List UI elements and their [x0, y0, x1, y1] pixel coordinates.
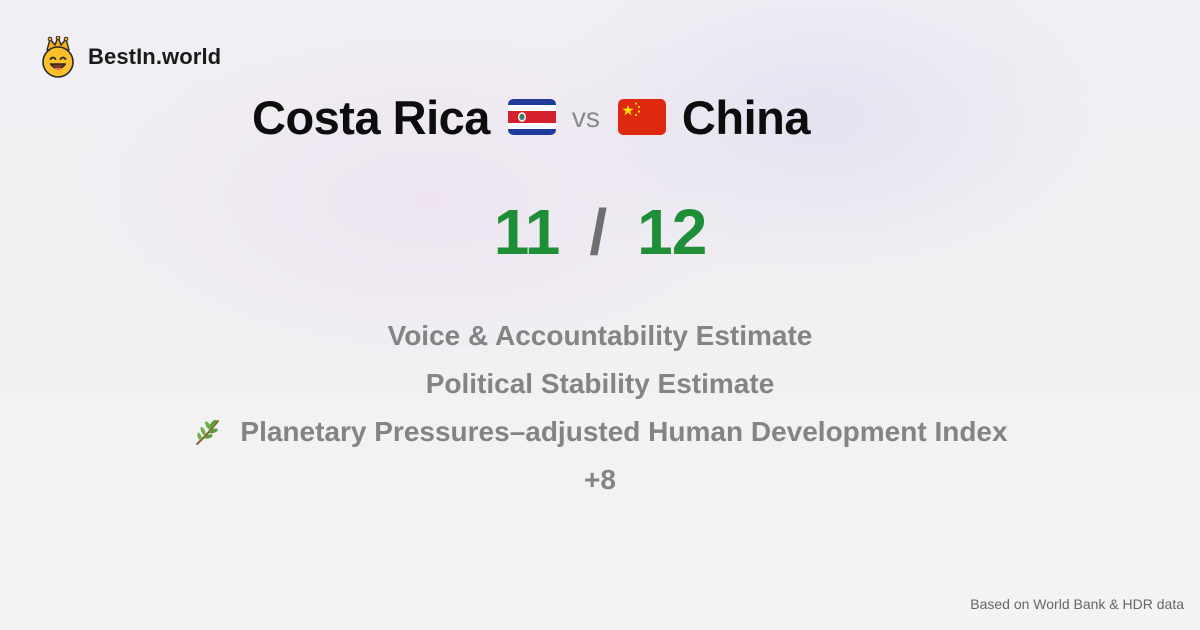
right-country-name: China	[681, 90, 811, 144]
costa-rica-flag-icon	[507, 99, 556, 135]
metric-item: Planetary Pressures–adjusted Human Devel…	[192, 408, 1008, 456]
brand[interactable]: BestIn.world	[38, 36, 221, 78]
comparison-title: Costa Rica vs China	[252, 86, 810, 148]
crowned-smiley-logo-icon	[42, 36, 74, 78]
metric-label: Voice & Accountability Estimate	[387, 320, 813, 351]
metric-item: Political Stability Estimate	[426, 360, 775, 408]
left-country-name: Costa Rica	[252, 90, 490, 144]
right-score: 12	[637, 196, 707, 268]
source-note: Based on World Bank & HDR data	[970, 596, 1184, 612]
vs-label: vs	[571, 102, 600, 133]
metric-item: Voice & Accountability Estimate	[388, 312, 813, 360]
score: 11 / 12	[0, 196, 1200, 268]
metric-list: Voice & Accountability Estimate Politica…	[0, 312, 1200, 504]
metric-label: Political Stability Estimate	[425, 368, 775, 399]
metric-label: Planetary Pressures–adjusted Human Devel…	[240, 416, 1008, 447]
score-separator: /	[589, 196, 608, 268]
herb-icon	[196, 419, 220, 445]
china-flag-icon	[617, 99, 666, 135]
more-metrics-count: +8	[584, 464, 616, 495]
left-score: 11	[493, 196, 561, 268]
brand-name: BestIn.world	[88, 44, 222, 69]
